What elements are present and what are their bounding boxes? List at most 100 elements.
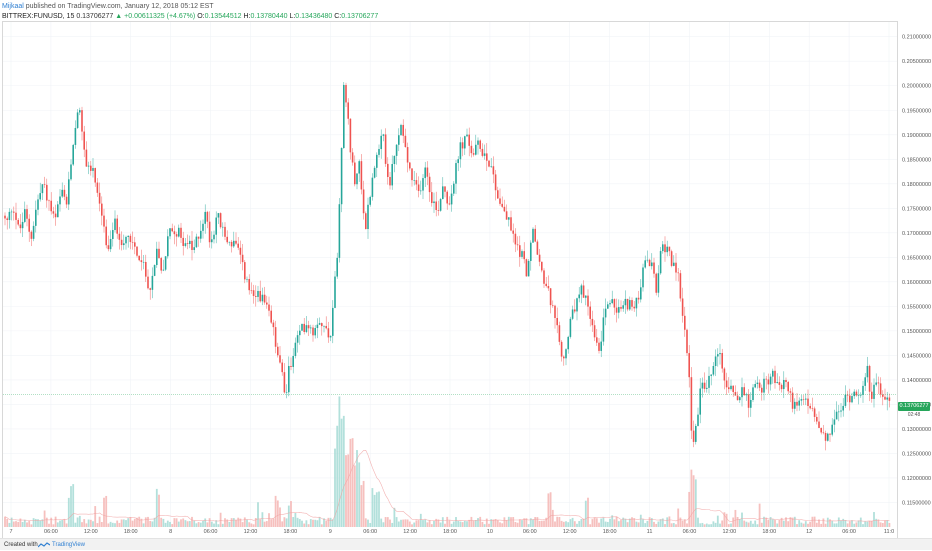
volume-bar <box>802 523 805 527</box>
candle-body <box>879 383 882 395</box>
x-tick-label: 12:00 <box>722 529 736 535</box>
volume-bar <box>481 521 484 527</box>
candle-body <box>565 349 567 359</box>
volume-bar <box>48 523 50 527</box>
volume-bar <box>272 518 275 527</box>
candle-body <box>488 160 490 167</box>
candle-body <box>354 162 356 185</box>
candle-body <box>4 215 6 219</box>
candle-body <box>752 387 754 401</box>
candle-body <box>255 295 257 297</box>
volume-bar <box>270 519 273 527</box>
volume-bar <box>736 517 739 527</box>
candle-body <box>107 245 110 250</box>
candle-body <box>780 384 783 390</box>
candle-body <box>560 341 563 357</box>
candle-body <box>30 231 33 239</box>
volume-bar <box>65 523 68 527</box>
author-link[interactable]: Mijkaal <box>2 3 24 10</box>
volume-bar <box>261 512 264 527</box>
volume-ma-line <box>4 449 890 522</box>
volume-bar <box>298 519 301 527</box>
candle-body <box>541 261 543 271</box>
volume-bar <box>756 524 759 527</box>
candle-body <box>835 411 838 420</box>
volume-bar <box>835 523 838 527</box>
candle-body <box>393 155 396 165</box>
volume-bar <box>103 497 105 527</box>
candle-body <box>516 244 519 246</box>
volume-bar <box>263 521 266 527</box>
candle-body <box>510 217 512 231</box>
volume-bar <box>259 519 262 527</box>
volume-bar <box>477 518 479 527</box>
candle-body <box>162 269 165 271</box>
candle-body <box>279 355 281 363</box>
volume-bar <box>626 522 629 527</box>
candle-body <box>761 387 763 393</box>
volume-bar <box>820 523 823 527</box>
volume-bar <box>411 524 413 527</box>
candle-body <box>765 378 767 380</box>
candle-body <box>389 176 391 186</box>
x-tick-label: 18:00 <box>124 529 138 535</box>
candle-body <box>28 218 30 232</box>
time-axis: 7 06:00 12:00 18:00 8 06:00 12:00 18:00 9 06:00 12… <box>9 529 894 535</box>
candle-body <box>809 405 811 409</box>
volume-bar <box>314 519 317 527</box>
candle-body <box>134 242 136 247</box>
last-price: 0.13706277 <box>76 13 114 20</box>
candle-body <box>213 234 215 240</box>
x-tick-label: 7 <box>9 529 12 535</box>
candle-body <box>43 184 46 185</box>
candle-body <box>873 384 875 399</box>
volume-bar <box>527 524 530 527</box>
volume-bar <box>26 522 28 527</box>
candle-body <box>646 259 649 261</box>
candle-body <box>433 201 435 204</box>
candle-body <box>233 240 235 247</box>
candle-body <box>356 173 358 185</box>
volume-bar <box>254 518 257 527</box>
volume-bar <box>822 518 825 527</box>
volume-bar <box>334 448 336 527</box>
change-value: +0.00611325 (+4.67%) <box>124 13 196 20</box>
candle-body <box>508 217 510 220</box>
candle-body <box>822 432 825 434</box>
candle-body <box>679 273 682 299</box>
volume-bar <box>265 521 268 527</box>
candle-body <box>178 227 180 237</box>
volume-bar <box>351 438 354 527</box>
candle-body <box>219 213 222 228</box>
candle-body <box>827 433 829 441</box>
volume-bar <box>384 517 387 527</box>
candle-body <box>362 189 365 214</box>
tradingview-brand-link[interactable]: TradingView <box>52 542 86 548</box>
volume-bar <box>164 522 167 527</box>
candle-body <box>497 190 499 199</box>
volume-bar <box>397 521 400 527</box>
candle-body <box>65 196 68 205</box>
volume-bar <box>824 523 827 527</box>
candle-body <box>204 211 206 224</box>
volume-bar <box>23 519 26 527</box>
volume-bar <box>547 493 550 527</box>
volume-bar <box>4 516 6 527</box>
volume-bar <box>305 520 308 527</box>
volume-bar <box>17 521 20 527</box>
volume-bar <box>837 517 840 527</box>
publish-info: Mijkaal published on TradingView.com, Ja… <box>2 1 214 12</box>
volume-bar <box>672 523 675 527</box>
x-tick-label: 06:00 <box>842 529 856 535</box>
volume-bar <box>136 517 138 527</box>
candle-body <box>285 392 288 393</box>
volume-bar <box>505 520 508 527</box>
candle-body <box>96 182 99 193</box>
candle-body <box>479 140 481 149</box>
volume-bar <box>131 520 134 527</box>
candle-body <box>549 288 552 306</box>
volume-bar <box>373 494 376 527</box>
candle-body <box>530 242 532 261</box>
candle-body <box>481 148 484 156</box>
